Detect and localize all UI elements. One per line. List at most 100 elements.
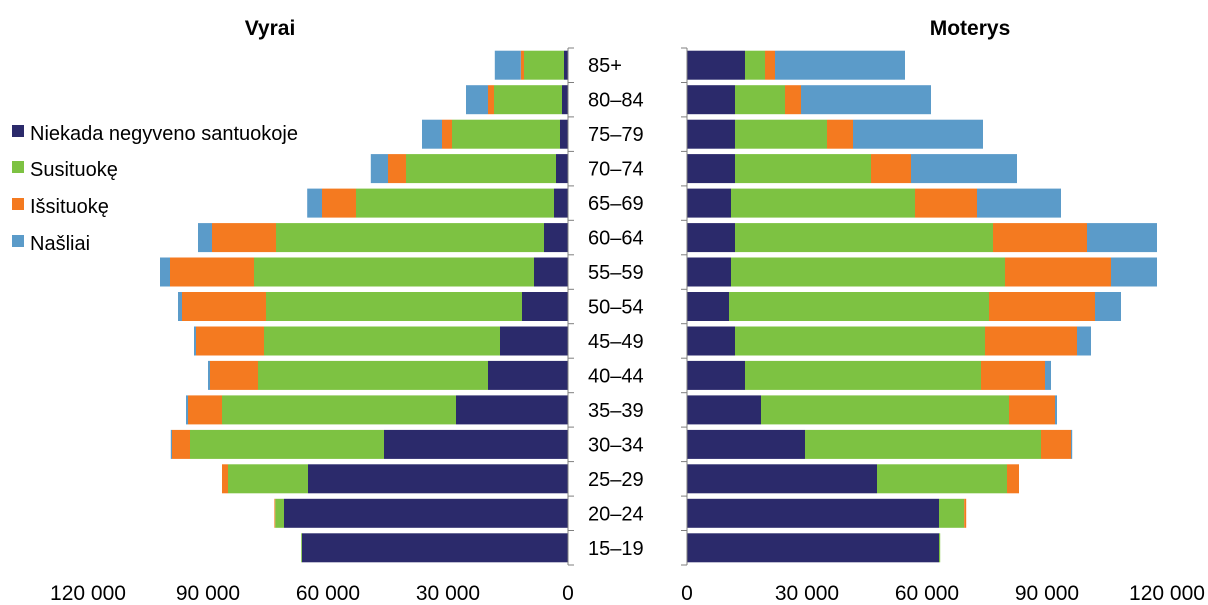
legend-swatch: [12, 161, 24, 173]
bar-vyrai-2-4: [188, 395, 222, 425]
x-tick-label: 90 000: [176, 582, 240, 605]
bar-moterys-3-13: [801, 85, 931, 115]
bar-moterys-0-8: [687, 257, 731, 287]
bar-moterys-2-10: [915, 188, 977, 218]
bar-moterys-1-3: [805, 429, 1041, 459]
bar-vyrai-1-6: [264, 326, 500, 356]
bar-vyrai-3-4: [186, 395, 188, 425]
bar-vyrai-2-2: [222, 464, 228, 494]
bar-vyrai-2-11: [388, 154, 406, 184]
age-group-label: 25–29: [588, 469, 644, 491]
legend-label: Našliai: [30, 233, 90, 255]
bar-moterys-1-1: [939, 498, 965, 528]
bar-moterys-2-7: [989, 292, 1095, 321]
bar-vyrai-0-13: [562, 85, 568, 115]
age-group-label: 50–54: [588, 297, 644, 319]
bar-moterys-0-4: [687, 395, 761, 425]
bar-moterys-1-8: [731, 257, 1005, 287]
bar-moterys-0-3: [687, 429, 805, 459]
bar-vyrai-3-12: [422, 119, 442, 149]
x-tick-label: 60 000: [895, 582, 959, 605]
legend-item: Išsituokę: [12, 196, 109, 218]
bar-vyrai-1-10: [356, 188, 554, 218]
bar-moterys-3-14: [775, 50, 905, 80]
age-group-label: 85+: [588, 55, 622, 77]
legend-item: Niekada negyveno santuokoje: [12, 123, 298, 145]
bar-moterys-1-2: [877, 464, 1007, 494]
age-group-label: 35–39: [588, 400, 644, 422]
bar-vyrai-3-6: [194, 326, 196, 356]
bar-vyrai-1-9: [276, 223, 544, 253]
bar-vyrai-1-7: [266, 292, 522, 321]
bar-moterys-2-11: [871, 154, 911, 184]
bar-vyrai-0-12: [560, 119, 568, 149]
bar-moterys-1-10: [731, 188, 915, 218]
bar-moterys-3-4: [1055, 395, 1057, 425]
bar-moterys-2-13: [785, 85, 801, 115]
legend-label: Susituokę: [30, 159, 118, 181]
bar-vyrai-0-1: [284, 498, 568, 528]
bar-moterys-0-6: [687, 326, 735, 356]
bar-moterys-2-2: [1007, 464, 1019, 494]
bar-vyrai-3-7: [178, 292, 182, 321]
bar-vyrai-3-5: [208, 360, 210, 390]
bar-vyrai-3-10: [307, 188, 322, 218]
x-tick-label: 0: [562, 582, 574, 605]
bar-moterys-3-8: [1111, 257, 1157, 287]
bar-vyrai-0-9: [544, 223, 568, 253]
age-group-label: 55–59: [588, 262, 644, 284]
bar-vyrai-1-0: [301, 533, 302, 563]
x-tick-label: 120 000: [1129, 582, 1205, 605]
bar-moterys-3-5: [1045, 360, 1051, 390]
bar-vyrai-1-14: [524, 50, 564, 80]
age-group-label: 40–44: [588, 365, 644, 387]
bar-moterys-1-7: [729, 292, 989, 321]
axes-layer: [567, 47, 688, 566]
bar-vyrai-0-7: [522, 292, 568, 321]
bar-vyrai-2-10: [322, 188, 356, 218]
bar-vyrai-2-8: [170, 257, 254, 287]
bar-vyrai-3-3: [170, 429, 172, 459]
x-tick-label: 120 000: [50, 582, 126, 605]
bars-layer: [160, 50, 1157, 563]
bar-moterys-0-1: [687, 498, 939, 528]
age-group-label: 70–74: [588, 159, 644, 181]
bar-moterys-0-11: [687, 154, 735, 184]
panel-title-left: Vyrai: [245, 17, 296, 40]
bar-vyrai-1-1: [275, 498, 284, 528]
panel-title-right: Moterys: [930, 17, 1011, 40]
bar-moterys-3-6: [1077, 326, 1091, 356]
bar-vyrai-2-14: [520, 50, 524, 80]
age-group-label: 15–19: [588, 538, 644, 560]
bar-vyrai-3-13: [466, 85, 488, 115]
age-group-label: 45–49: [588, 331, 644, 353]
legend: Niekada negyveno santuokoje Susituokę Iš…: [12, 123, 298, 255]
bar-moterys-1-12: [735, 119, 827, 149]
bar-moterys-2-6: [985, 326, 1077, 356]
bar-moterys-1-9: [735, 223, 993, 253]
bar-moterys-3-3: [1071, 429, 1073, 459]
bar-moterys-2-9: [993, 223, 1087, 253]
bar-moterys-2-3: [1041, 429, 1071, 459]
bar-moterys-3-11: [911, 154, 1017, 184]
bar-vyrai-3-14: [494, 50, 521, 80]
bar-vyrai-1-8: [254, 257, 534, 287]
bar-vyrai-0-11: [556, 154, 568, 184]
bar-vyrai-2-9: [212, 223, 276, 253]
bar-moterys-3-7: [1095, 292, 1121, 321]
bar-vyrai-3-8: [160, 257, 170, 287]
bar-vyrai-1-4: [222, 395, 456, 425]
bar-vyrai-2-6: [196, 326, 264, 356]
bar-vyrai-1-3: [190, 429, 384, 459]
age-group-label: 65–69: [588, 193, 644, 215]
bar-vyrai-0-8: [534, 257, 568, 287]
bar-moterys-2-12: [827, 119, 853, 149]
bar-vyrai-1-2: [228, 464, 308, 494]
x-tick-label: 60 000: [296, 582, 360, 605]
bar-moterys-1-0: [939, 533, 941, 563]
bar-moterys-1-13: [735, 85, 785, 115]
bar-moterys-2-1: [964, 498, 967, 528]
bar-moterys-0-2: [687, 464, 877, 494]
bar-vyrai-0-5: [488, 360, 568, 390]
